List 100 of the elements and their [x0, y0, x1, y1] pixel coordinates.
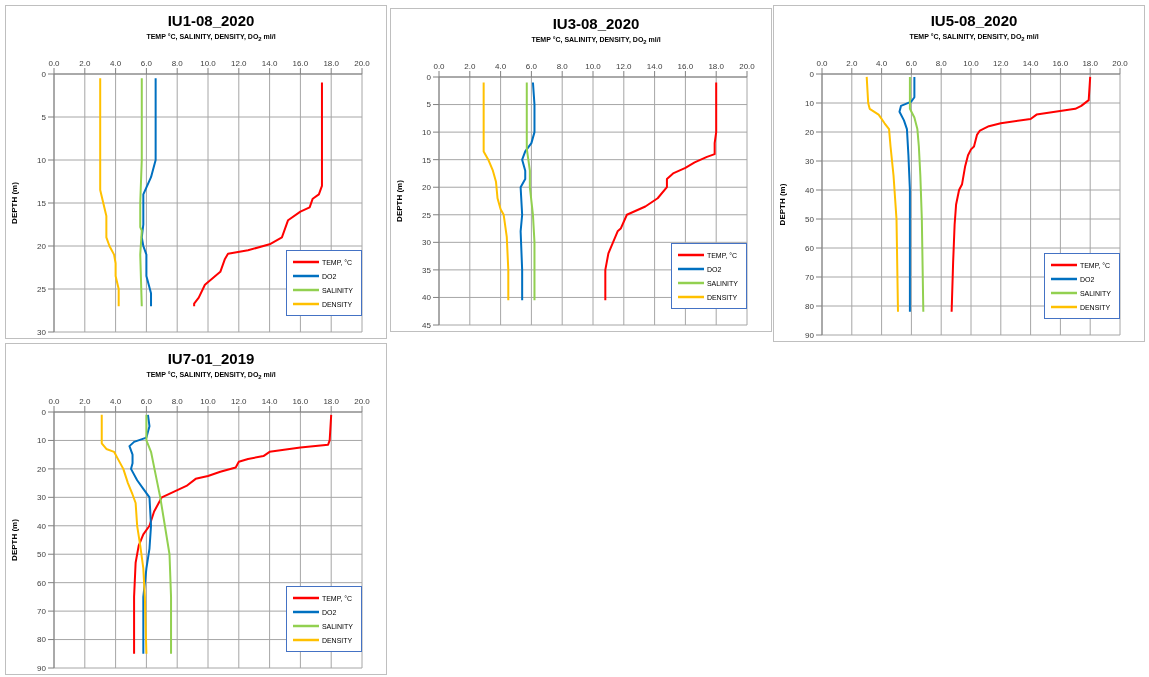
- x-tick-label: 18.0: [708, 62, 725, 71]
- x-tick-label: 2.0: [464, 62, 476, 71]
- y-axis-title: DEPTH (m): [777, 183, 787, 226]
- x-tick-label: 16.0: [292, 397, 309, 406]
- line-series: [908, 75, 925, 313]
- y-tick-label: 25: [37, 284, 47, 294]
- y-axis-title: DEPTH (m): [394, 179, 404, 222]
- y-tick-label: 60: [805, 243, 815, 253]
- x-tick-label: 8.0: [171, 59, 184, 68]
- x-tick-label: 2.0: [79, 397, 91, 406]
- x-tick-label: 14.0: [261, 59, 278, 68]
- x-tick-label: 12.0: [231, 59, 248, 68]
- y-tick-label: 30: [37, 327, 47, 337]
- y-tick-label: 20: [422, 183, 432, 193]
- x-tick-label: 0.0: [48, 397, 61, 406]
- y-tick-label: 5: [41, 112, 47, 122]
- x-tick-label: 0.0: [433, 62, 446, 71]
- x-tick-label: 10.0: [200, 59, 217, 68]
- y-tick-label: 0: [41, 69, 47, 79]
- y-tick-label: 20: [37, 241, 47, 251]
- x-tick-label: 14.0: [261, 397, 278, 406]
- x-tick-label: 0.0: [816, 59, 829, 68]
- line-series: [482, 81, 510, 302]
- chart-title: IU5-08_2020: [929, 12, 1019, 29]
- x-tick-label: 2.0: [846, 59, 858, 68]
- chart-title: IU1-08_2020: [166, 12, 256, 29]
- y-tick-label: 35: [422, 265, 432, 275]
- line-series: [100, 413, 148, 655]
- y-tick-label: 15: [422, 155, 432, 165]
- x-tick-label: 18.0: [323, 397, 340, 406]
- x-tick-label: 20.0: [354, 59, 371, 68]
- y-tick-label: 70: [805, 272, 815, 282]
- y-tick-label: 80: [805, 301, 815, 311]
- x-tick-label: 12.0: [231, 397, 248, 406]
- y-tick-label: 20: [805, 127, 815, 137]
- x-tick-label: 10.0: [963, 59, 980, 68]
- y-tick-label: 30: [805, 156, 815, 166]
- y-axis-title: DEPTH (m): [9, 518, 19, 561]
- y-tick-label: 90: [805, 330, 815, 340]
- y-tick-label: 15: [37, 198, 47, 208]
- x-tick-label: 16.0: [677, 62, 694, 71]
- x-tick-label: 12.0: [616, 62, 633, 71]
- y-tick-label: 40: [805, 185, 815, 195]
- x-tick-label: 16.0: [1052, 59, 1069, 68]
- x-tick-label: 8.0: [935, 59, 948, 68]
- line-series: [128, 413, 153, 655]
- y-tick-label: 40: [37, 521, 47, 531]
- y-tick-label: 0: [426, 72, 432, 82]
- x-tick-label: 14.0: [646, 62, 663, 71]
- x-tick-label: 6.0: [140, 59, 153, 68]
- x-tick-label: 20.0: [739, 62, 756, 71]
- x-tick-label: 14.0: [1022, 59, 1039, 68]
- x-tick-label: 4.0: [110, 397, 122, 406]
- y-tick-label: 60: [37, 578, 47, 588]
- x-tick-label: 16.0: [292, 59, 309, 68]
- line-series: [140, 77, 157, 308]
- y-tick-label: 40: [422, 293, 432, 303]
- y-tick-label: 10: [37, 155, 47, 165]
- y-tick-label: 30: [37, 493, 47, 503]
- x-tick-label: 10.0: [585, 62, 602, 71]
- x-tick-label: 4.0: [876, 59, 888, 68]
- y-tick-label: 90: [37, 663, 47, 673]
- x-tick-label: 20.0: [354, 397, 371, 406]
- x-tick-label: 10.0: [200, 397, 217, 406]
- y-tick-label: 10: [37, 436, 47, 446]
- line-series: [898, 75, 916, 313]
- x-tick-label: 18.0: [323, 59, 340, 68]
- y-tick-label: 20: [37, 464, 47, 474]
- x-tick-label: 6.0: [525, 62, 538, 71]
- line-series: [99, 77, 120, 308]
- y-tick-label: 10: [422, 127, 432, 137]
- y-tick-label: 45: [422, 320, 432, 330]
- y-tick-label: 0: [41, 407, 47, 417]
- line-series: [193, 81, 323, 308]
- y-tick-label: 80: [37, 635, 47, 645]
- x-tick-label: 8.0: [171, 397, 184, 406]
- chart-title: IU3-08_2020: [551, 15, 641, 32]
- line-series: [519, 81, 536, 302]
- line-series: [145, 413, 173, 655]
- y-tick-label: 30: [422, 238, 432, 248]
- x-tick-label: 4.0: [495, 62, 507, 71]
- y-axis-title: DEPTH (m): [9, 181, 19, 224]
- x-tick-label: 18.0: [1082, 59, 1099, 68]
- chart-title: IU7-01_2019: [166, 350, 256, 367]
- x-tick-label: 6.0: [905, 59, 918, 68]
- x-tick-label: 20.0: [1112, 59, 1129, 68]
- x-tick-label: 4.0: [110, 59, 122, 68]
- y-tick-label: 0: [809, 69, 815, 79]
- y-tick-label: 10: [805, 98, 815, 108]
- line-series: [525, 81, 536, 302]
- x-tick-label: 8.0: [556, 62, 569, 71]
- y-tick-label: 25: [422, 210, 432, 220]
- y-tick-label: 5: [426, 100, 432, 110]
- x-tick-label: 0.0: [48, 59, 61, 68]
- x-tick-label: 6.0: [140, 397, 153, 406]
- y-tick-label: 70: [37, 606, 47, 616]
- y-tick-label: 50: [805, 214, 815, 224]
- line-series: [865, 75, 899, 313]
- x-tick-label: 12.0: [993, 59, 1010, 68]
- y-tick-label: 50: [37, 550, 47, 560]
